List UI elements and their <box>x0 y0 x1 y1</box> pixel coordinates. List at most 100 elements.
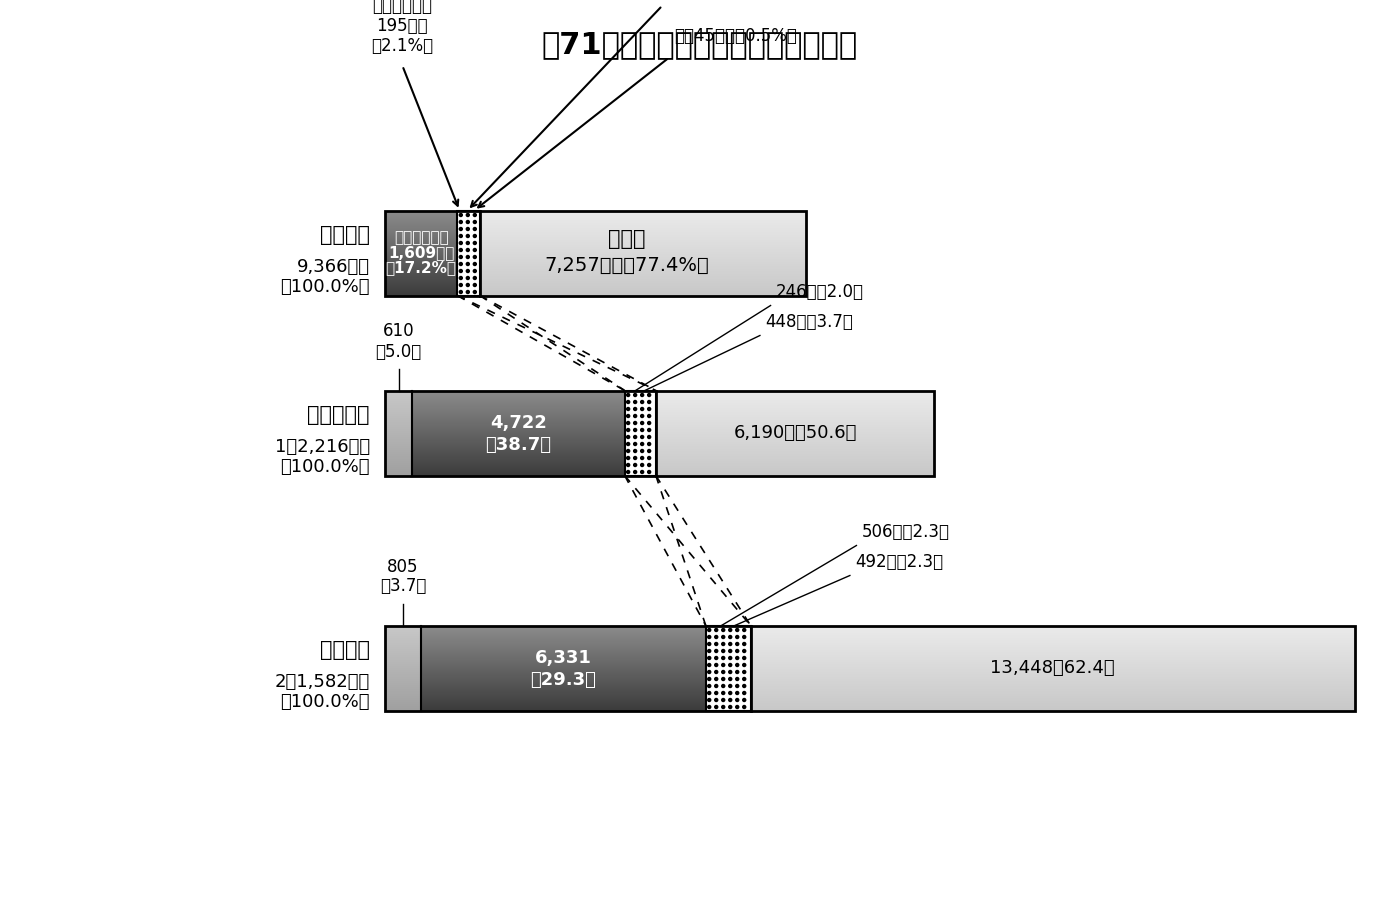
Circle shape <box>634 422 637 425</box>
Text: 土地開発公社: 土地開発公社 <box>393 231 448 246</box>
Circle shape <box>641 436 644 438</box>
Text: 506　（2.3）: 506 （2.3） <box>861 522 949 541</box>
Circle shape <box>648 414 651 417</box>
Text: 7,257億円（77.4%）: 7,257億円（77.4%） <box>545 256 708 274</box>
Text: （2.1%）: （2.1%） <box>371 38 434 55</box>
Text: （3.7）: （3.7） <box>379 578 426 595</box>
Circle shape <box>466 270 469 272</box>
Circle shape <box>634 450 637 452</box>
Circle shape <box>736 677 739 680</box>
Circle shape <box>627 393 630 397</box>
Circle shape <box>708 705 711 709</box>
Circle shape <box>641 457 644 460</box>
Circle shape <box>634 471 637 473</box>
Circle shape <box>708 664 711 666</box>
Text: 805: 805 <box>388 557 419 576</box>
Text: （100.0%）: （100.0%） <box>280 278 370 296</box>
Circle shape <box>459 283 462 286</box>
Circle shape <box>634 442 637 446</box>
Text: （100.0%）: （100.0%） <box>280 693 370 711</box>
Text: 土地開発基金: 土地開発基金 <box>372 0 433 16</box>
Circle shape <box>648 450 651 452</box>
Circle shape <box>473 291 476 294</box>
Text: （100.0%）: （100.0%） <box>280 458 370 476</box>
Circle shape <box>641 450 644 452</box>
Circle shape <box>722 642 725 645</box>
Circle shape <box>473 248 476 251</box>
Circle shape <box>459 227 462 231</box>
Circle shape <box>722 656 725 660</box>
Circle shape <box>708 636 711 639</box>
Circle shape <box>466 234 469 237</box>
Circle shape <box>641 393 644 397</box>
Circle shape <box>715 699 718 701</box>
Circle shape <box>466 227 469 231</box>
Text: 2兆1,582億円: 2兆1,582億円 <box>274 673 370 691</box>
Circle shape <box>466 262 469 266</box>
Circle shape <box>736 656 739 660</box>
Circle shape <box>729 650 732 653</box>
Circle shape <box>473 242 476 245</box>
Circle shape <box>743 664 746 666</box>
Circle shape <box>627 463 630 466</box>
Circle shape <box>627 436 630 438</box>
Circle shape <box>729 656 732 660</box>
Circle shape <box>634 407 637 411</box>
Circle shape <box>634 436 637 438</box>
Bar <box>458 210 480 295</box>
Circle shape <box>459 256 462 258</box>
Text: 4,722: 4,722 <box>490 414 547 432</box>
Circle shape <box>634 463 637 466</box>
Circle shape <box>715 664 718 666</box>
Circle shape <box>736 670 739 674</box>
Circle shape <box>634 401 637 403</box>
Circle shape <box>729 642 732 645</box>
Circle shape <box>708 691 711 694</box>
Circle shape <box>736 691 739 694</box>
Circle shape <box>627 471 630 473</box>
Circle shape <box>648 471 651 473</box>
Text: 448　（3.7）: 448 （3.7） <box>764 313 853 330</box>
Circle shape <box>459 248 462 251</box>
Circle shape <box>743 670 746 674</box>
Text: （29.3）: （29.3） <box>531 671 596 689</box>
Circle shape <box>473 213 476 217</box>
Text: （38.7）: （38.7） <box>486 436 552 454</box>
Bar <box>624 390 655 475</box>
Circle shape <box>743 685 746 688</box>
Circle shape <box>715 636 718 639</box>
Circle shape <box>648 428 651 431</box>
Circle shape <box>715 656 718 660</box>
Circle shape <box>648 463 651 466</box>
Text: 13,448（62.4）: 13,448（62.4） <box>990 659 1116 677</box>
Circle shape <box>641 414 644 417</box>
Circle shape <box>627 442 630 446</box>
Circle shape <box>466 277 469 280</box>
Circle shape <box>722 705 725 709</box>
Text: （17.2%）: （17.2%） <box>385 260 456 275</box>
Circle shape <box>729 705 732 709</box>
Circle shape <box>466 213 469 217</box>
Circle shape <box>459 277 462 280</box>
Circle shape <box>459 270 462 272</box>
Circle shape <box>648 407 651 411</box>
Circle shape <box>459 213 462 217</box>
Circle shape <box>743 677 746 680</box>
Circle shape <box>473 277 476 280</box>
Bar <box>706 626 750 711</box>
Circle shape <box>729 691 732 694</box>
Circle shape <box>648 442 651 446</box>
Circle shape <box>715 642 718 645</box>
Circle shape <box>743 705 746 709</box>
Text: 246　（2.0）: 246 （2.0） <box>776 282 864 301</box>
Bar <box>385 626 1355 711</box>
Circle shape <box>722 664 725 666</box>
Circle shape <box>722 650 725 653</box>
Circle shape <box>736 642 739 645</box>
Circle shape <box>473 221 476 223</box>
Circle shape <box>729 677 732 680</box>
Circle shape <box>473 270 476 272</box>
Circle shape <box>708 650 711 653</box>
Circle shape <box>743 691 746 694</box>
Bar <box>385 210 806 295</box>
